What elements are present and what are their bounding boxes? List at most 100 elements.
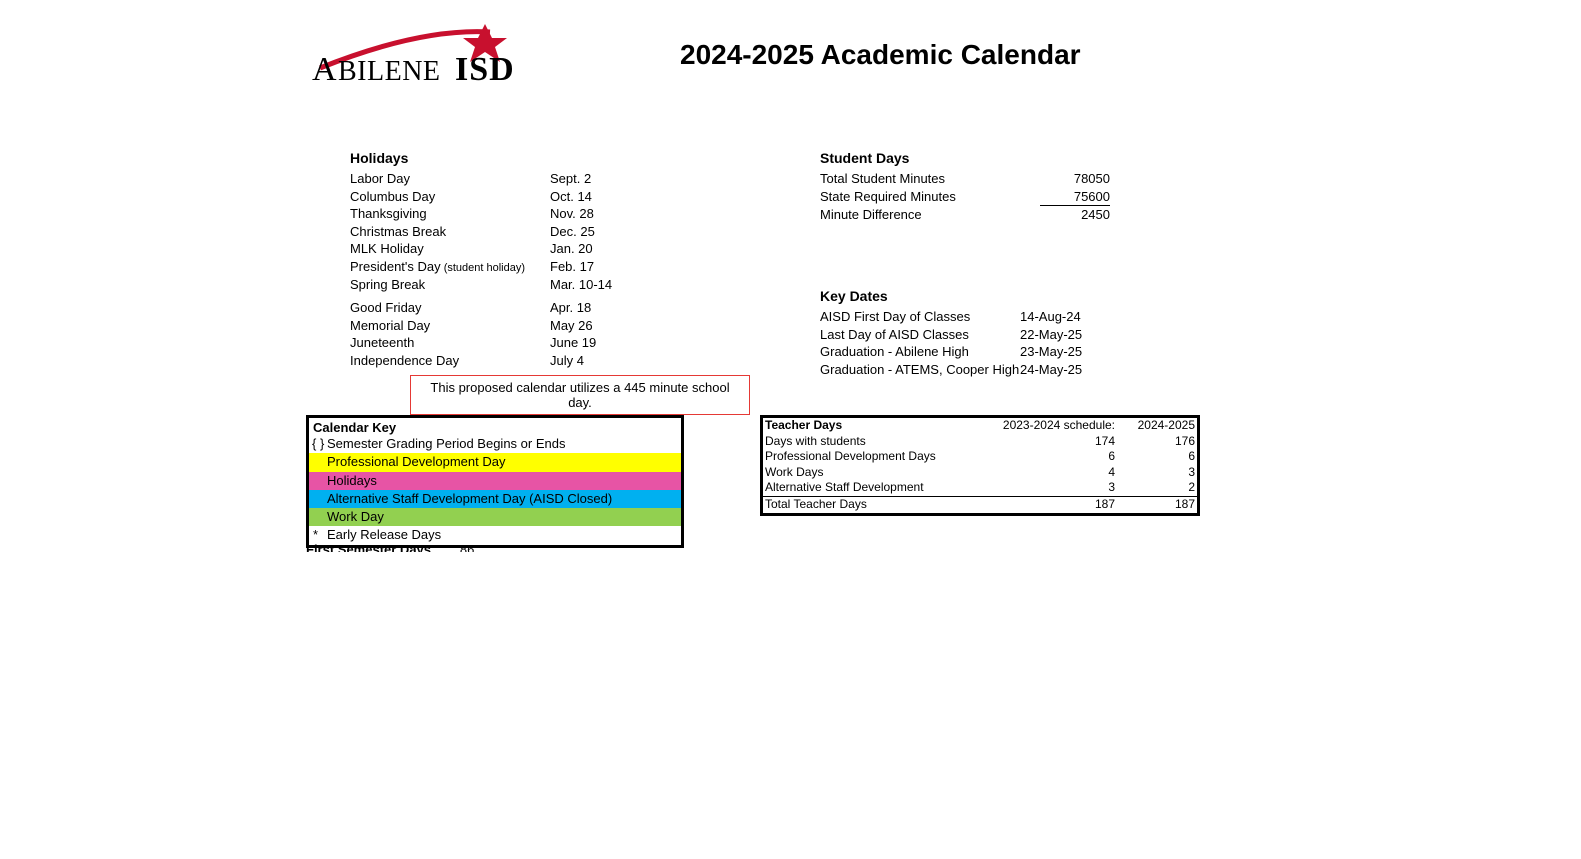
key-date-row: AISD First Day of Classes14-Aug-24 — [820, 308, 1110, 326]
holiday-row: Columbus DayOct. 14 — [350, 188, 650, 206]
holidays-group-1: Labor DaySept. 2Columbus DayOct. 14Thank… — [350, 170, 650, 293]
holiday-row: Christmas BreakDec. 25 — [350, 223, 650, 241]
holiday-date: Apr. 18 — [550, 299, 650, 317]
holiday-date: Nov. 28 — [550, 205, 650, 223]
holiday-row: JuneteenthJune 19 — [350, 334, 650, 352]
teacher-days-row: Professional Development Days66 — [763, 449, 1197, 465]
holiday-row: MLK HolidayJan. 20 — [350, 240, 650, 258]
teacher-days-label: Professional Development Days — [765, 449, 995, 465]
teacher-days-c2: 4 — [995, 465, 1115, 481]
holiday-row: President's Day (student holiday)Feb. 17 — [350, 258, 650, 276]
teacher-days-total-row: Total Teacher Days 187 187 — [763, 496, 1197, 513]
holiday-date: Jan. 20 — [550, 240, 650, 258]
teacher-days-c2: 174 — [995, 434, 1115, 450]
teacher-days-col2-head: 2023-2024 schedule: — [995, 418, 1115, 434]
holidays-group-2: Good FridayApr. 18Memorial DayMay 26June… — [350, 299, 650, 369]
holiday-date: Dec. 25 — [550, 223, 650, 241]
holiday-label: MLK Holiday — [350, 240, 550, 258]
teacher-days-c3: 3 — [1115, 465, 1195, 481]
calendar-key-row: Holidays — [309, 472, 681, 490]
student-days-row: Total Student Minutes78050 — [820, 170, 1110, 188]
teacher-days-table: Teacher Days 2023-2024 schedule: 2024-20… — [760, 415, 1200, 516]
calendar-key-row: Alternative Staff Development Day (AISD … — [309, 490, 681, 508]
teacher-days-row: Alternative Staff Development32 — [763, 480, 1197, 496]
holiday-row: ThanksgivingNov. 28 — [350, 205, 650, 223]
holiday-row: Labor DaySept. 2 — [350, 170, 650, 188]
holiday-label: Christmas Break — [350, 223, 550, 241]
holiday-date: Feb. 17 — [550, 258, 650, 276]
holiday-date: Sept. 2 — [550, 170, 650, 188]
teacher-days-label: Alternative Staff Development — [765, 480, 995, 496]
holiday-sublabel: (student holiday) — [441, 262, 525, 274]
teacher-days-c2: 6 — [995, 449, 1115, 465]
note-box: This proposed calendar utilizes a 445 mi… — [410, 375, 750, 415]
holiday-row: Good FridayApr. 18 — [350, 299, 650, 317]
key-date-label: Graduation - Abilene High — [820, 343, 969, 361]
key-date-label: Last Day of AISD Classes — [820, 326, 969, 344]
teacher-days-label: Work Days — [765, 465, 995, 481]
holiday-date: Mar. 10-14 — [550, 276, 650, 294]
semester-days-value: 86 — [460, 542, 474, 552]
holiday-label: Thanksgiving — [350, 205, 550, 223]
teacher-days-row: Work Days43 — [763, 465, 1197, 481]
key-dates-heading: Key Dates — [820, 288, 1110, 304]
holiday-label: President's Day (student holiday) — [350, 258, 550, 276]
teacher-days-label: Days with students — [765, 434, 995, 450]
teacher-days-c3: 2 — [1115, 480, 1195, 496]
holiday-row: Spring BreakMar. 10-14 — [350, 276, 650, 294]
teacher-days-total-label: Total Teacher Days — [765, 497, 995, 513]
student-days-label: State Required Minutes — [820, 188, 956, 207]
svg-text:ISD: ISD — [455, 51, 515, 88]
key-date-value: 24-May-25 — [1020, 361, 1110, 379]
teacher-days-header-row: Teacher Days 2023-2024 schedule: 2024-20… — [763, 418, 1197, 434]
student-days-row: State Required Minutes 75600 — [820, 188, 1110, 207]
holiday-row: Memorial DayMay 26 — [350, 317, 650, 335]
holiday-date: July 4 — [550, 352, 650, 370]
holiday-date: Oct. 14 — [550, 188, 650, 206]
holiday-label: Juneteenth — [350, 334, 550, 352]
key-date-row: Graduation - Abilene High 23-May-25 — [820, 343, 1110, 361]
student-days-label: Minute Difference — [820, 206, 922, 224]
header: A BILENE ISD 2024-2025 Academic Calendar — [310, 20, 1220, 90]
student-days-value: 2450 — [1040, 206, 1110, 224]
abilene-isd-logo: A BILENE ISD — [310, 20, 620, 90]
teacher-days-col3-head: 2024-2025 — [1115, 418, 1195, 434]
holiday-date: June 19 — [550, 334, 650, 352]
key-date-label: AISD First Day of Classes — [820, 308, 970, 326]
holiday-row: Independence DayJuly 4 — [350, 352, 650, 370]
svg-text:BILENE: BILENE — [338, 56, 441, 87]
student-days-label: Total Student Minutes — [820, 170, 945, 188]
calendar-key-row: Work Day — [309, 508, 681, 526]
key-date-value: 23-May-25 — [1020, 343, 1110, 361]
teacher-days-total-c2: 187 — [995, 497, 1115, 513]
calendar-key-heading: Calendar Key — [309, 418, 681, 435]
semester-days-label: First Semester Days — [306, 542, 431, 552]
key-date-value: 22-May-25 — [1020, 326, 1110, 344]
student-days-value: 75600 — [1040, 188, 1110, 207]
calendar-key-row: Semester Grading Period Begins or Ends — [309, 435, 681, 453]
key-dates-section: Key Dates AISD First Day of Classes14-Au… — [820, 288, 1110, 378]
holiday-label: Good Friday — [350, 299, 550, 317]
student-days-heading: Student Days — [820, 150, 1110, 166]
key-date-label: Graduation - ATEMS, Cooper High — [820, 361, 1019, 379]
semester-days-partial: First Semester Days 86 — [306, 542, 474, 552]
calendar-key-row: Professional Development Day — [309, 453, 681, 471]
holiday-label: Columbus Day — [350, 188, 550, 206]
holiday-label: Labor Day — [350, 170, 550, 188]
svg-text:A: A — [312, 51, 338, 88]
page-title: 2024-2025 Academic Calendar — [680, 39, 1081, 71]
teacher-days-c2: 3 — [995, 480, 1115, 496]
key-date-row: Last Day of AISD Classes 22-May-25 — [820, 326, 1110, 344]
teacher-days-c3: 6 — [1115, 449, 1195, 465]
teacher-days-total-c3: 187 — [1115, 497, 1195, 513]
holiday-label: Spring Break — [350, 276, 550, 294]
holiday-label: Independence Day — [350, 352, 550, 370]
holiday-label: Memorial Day — [350, 317, 550, 335]
holidays-heading: Holidays — [350, 150, 650, 166]
key-date-row: Graduation - ATEMS, Cooper High24-May-25 — [820, 361, 1110, 379]
teacher-days-row: Days with students174176 — [763, 434, 1197, 450]
student-days-section: Student Days Total Student Minutes78050S… — [820, 150, 1110, 224]
holidays-section: Holidays Labor DaySept. 2Columbus DayOct… — [350, 150, 650, 369]
calendar-key-table: Calendar Key Semester Grading Period Beg… — [306, 415, 684, 548]
teacher-days-c3: 176 — [1115, 434, 1195, 450]
